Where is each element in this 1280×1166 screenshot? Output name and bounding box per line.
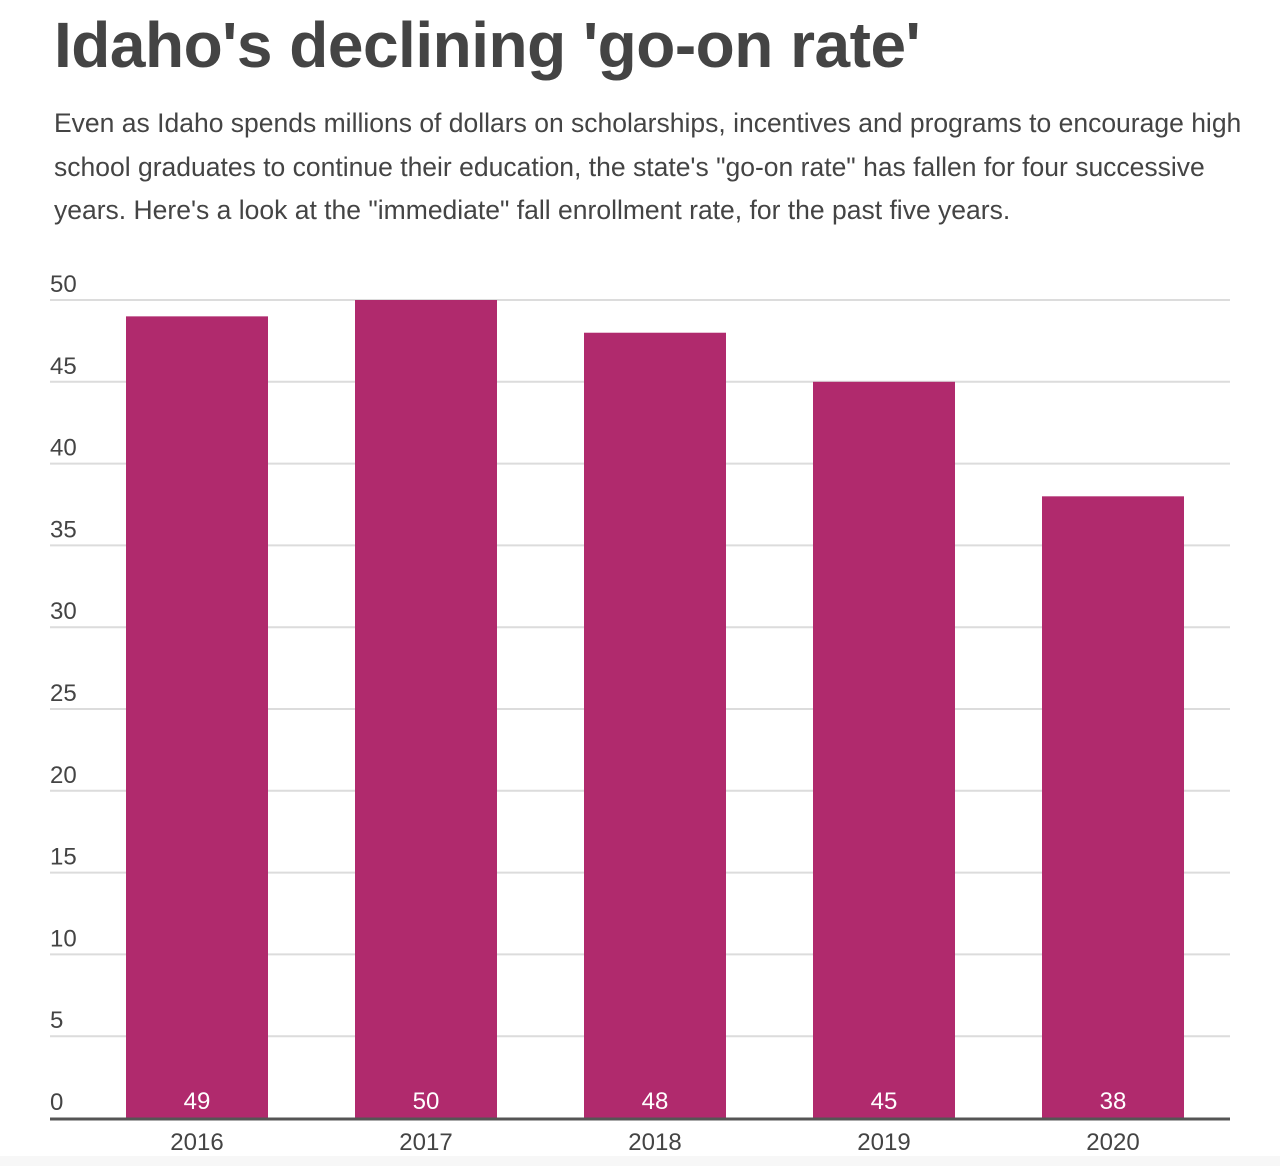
chart-subtitle: Even as Idaho spends millions of dollars… bbox=[54, 108, 1242, 225]
y-tick-label: 50 bbox=[50, 271, 77, 298]
bar-2016 bbox=[126, 316, 268, 1118]
bar-2019 bbox=[813, 381, 955, 1118]
y-tick-label: 10 bbox=[50, 925, 77, 952]
chart-title: Idaho's declining 'go-on rate' bbox=[54, 9, 921, 81]
y-tick-label: 5 bbox=[50, 1007, 63, 1034]
y-tick-label: 30 bbox=[50, 598, 77, 625]
x-tick-label: 2020 bbox=[1086, 1129, 1139, 1156]
data-label: 48 bbox=[642, 1088, 669, 1115]
y-tick-label: 0 bbox=[50, 1089, 63, 1116]
y-tick-label: 40 bbox=[50, 435, 77, 462]
y-tick-label: 25 bbox=[50, 680, 77, 707]
bar-2017 bbox=[355, 300, 497, 1118]
data-label: 38 bbox=[1100, 1088, 1127, 1115]
x-tick-label: 2017 bbox=[399, 1129, 452, 1156]
y-tick-label: 45 bbox=[50, 353, 77, 380]
x-tick-label: 2019 bbox=[857, 1129, 910, 1156]
bar-2018 bbox=[584, 332, 726, 1119]
x-tick-label: 2016 bbox=[170, 1129, 223, 1156]
bar-2020 bbox=[1042, 496, 1184, 1118]
y-tick-label: 15 bbox=[50, 844, 77, 871]
data-label: 45 bbox=[871, 1088, 898, 1115]
data-label: 50 bbox=[413, 1088, 440, 1115]
y-tick-label: 35 bbox=[50, 516, 77, 543]
x-tick-label: 2018 bbox=[628, 1129, 681, 1156]
y-tick-label: 20 bbox=[50, 762, 77, 789]
footer-band bbox=[0, 1156, 1280, 1166]
data-label: 49 bbox=[184, 1088, 211, 1115]
